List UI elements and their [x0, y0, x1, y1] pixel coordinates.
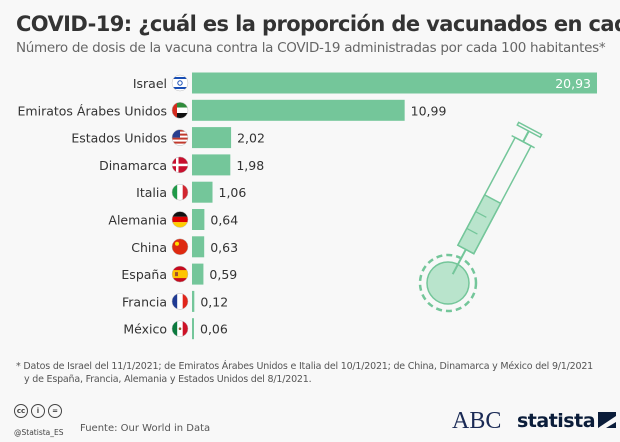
- bar: [192, 127, 232, 149]
- category-label: China: [131, 240, 167, 255]
- source: Fuente: Our World in Data: [80, 423, 211, 434]
- bar: [192, 181, 213, 203]
- denmark-flag-icon: [172, 156, 188, 173]
- value-label: 2,02: [237, 131, 265, 146]
- category-label: Alemania: [108, 213, 167, 228]
- statista-logo-icon: [598, 412, 617, 428]
- bar-row: Israel 20,93: [133, 72, 597, 94]
- mexico-flag-icon: [172, 320, 188, 337]
- bar: [192, 263, 204, 285]
- israel-flag-icon: [172, 75, 188, 91]
- value-label: 0,63: [210, 240, 238, 255]
- spain-flag-icon: [172, 266, 188, 283]
- bar-row: Francia 0,12: [122, 290, 228, 312]
- value-label: 0,59: [209, 267, 237, 282]
- value-label: 20,93: [555, 76, 591, 91]
- value-label: 0,12: [200, 294, 228, 309]
- usa-flag-icon: [172, 129, 188, 146]
- bar: [192, 99, 405, 121]
- bar-row: Emiratos Árabes Unidos 10,99: [18, 99, 447, 121]
- chart-title: COVID-19: ¿cuál es la proporción de vacu…: [16, 12, 620, 36]
- statista-logo: statista: [517, 410, 617, 432]
- attribution-icon: i: [31, 404, 45, 418]
- category-label: Dinamarca: [99, 158, 167, 173]
- bar-row: Italia 1,06: [136, 181, 247, 203]
- bar-row: China 0,63: [131, 236, 238, 258]
- category-label: Italia: [136, 185, 167, 200]
- bar-row: Estados Unidos 2,02: [71, 127, 265, 149]
- value-label: 1,98: [236, 158, 264, 173]
- uae-flag-icon: [172, 102, 188, 119]
- bar: [192, 290, 195, 312]
- bar-chart: Israel 20,93 Emiratos Árabes Unidos 10,99 Es…: [18, 72, 597, 340]
- bar: [192, 318, 194, 340]
- bar: [192, 72, 597, 94]
- chart-subtitle: Número de dosis de la vacuna contra la C…: [16, 40, 606, 56]
- footnote-line-1: * Datos de Israel del 11/1/2021; de Emir…: [16, 361, 594, 372]
- value-label: 0,64: [210, 213, 238, 228]
- syringe-illustration: [418, 121, 543, 313]
- footnote: * Datos de Israel del 11/1/2021; de Emir…: [16, 360, 616, 386]
- bar: [192, 154, 231, 176]
- italy-flag-icon: [172, 184, 188, 201]
- bar-row: México 0,06: [123, 318, 228, 340]
- cc-icon: cc: [14, 404, 28, 418]
- abc-logo: ABC: [452, 408, 502, 434]
- germany-flag-icon: [172, 211, 188, 228]
- virus-cell: [426, 261, 470, 305]
- no-derivatives-icon: =: [48, 404, 62, 418]
- bar-row: Alemania 0,64: [108, 209, 238, 230]
- value-label: 0,06: [200, 322, 228, 337]
- category-label: Estados Unidos: [71, 131, 167, 146]
- twitter-handle: @Statista_ES: [14, 428, 64, 437]
- bar: [192, 236, 205, 258]
- category-label: España: [121, 267, 167, 282]
- value-label: 10,99: [411, 103, 447, 118]
- category-label: Francia: [122, 294, 167, 309]
- category-label: Emiratos Árabes Unidos: [18, 103, 167, 118]
- syringe-icon: [451, 121, 543, 275]
- bar-row: Dinamarca 1,98: [99, 154, 264, 176]
- license-icons: cc i =: [14, 404, 62, 418]
- category-label: Israel: [133, 76, 167, 91]
- value-label: 1,06: [219, 185, 247, 200]
- bar-row: España 0,59: [121, 263, 237, 285]
- bar: [192, 209, 205, 230]
- footnote-line-2: y de España, Francia, Alemania y Estados…: [24, 374, 312, 385]
- virus-ring: [418, 253, 478, 313]
- china-flag-icon: [172, 238, 188, 255]
- category-label: México: [123, 322, 167, 337]
- france-flag-icon: [172, 293, 188, 310]
